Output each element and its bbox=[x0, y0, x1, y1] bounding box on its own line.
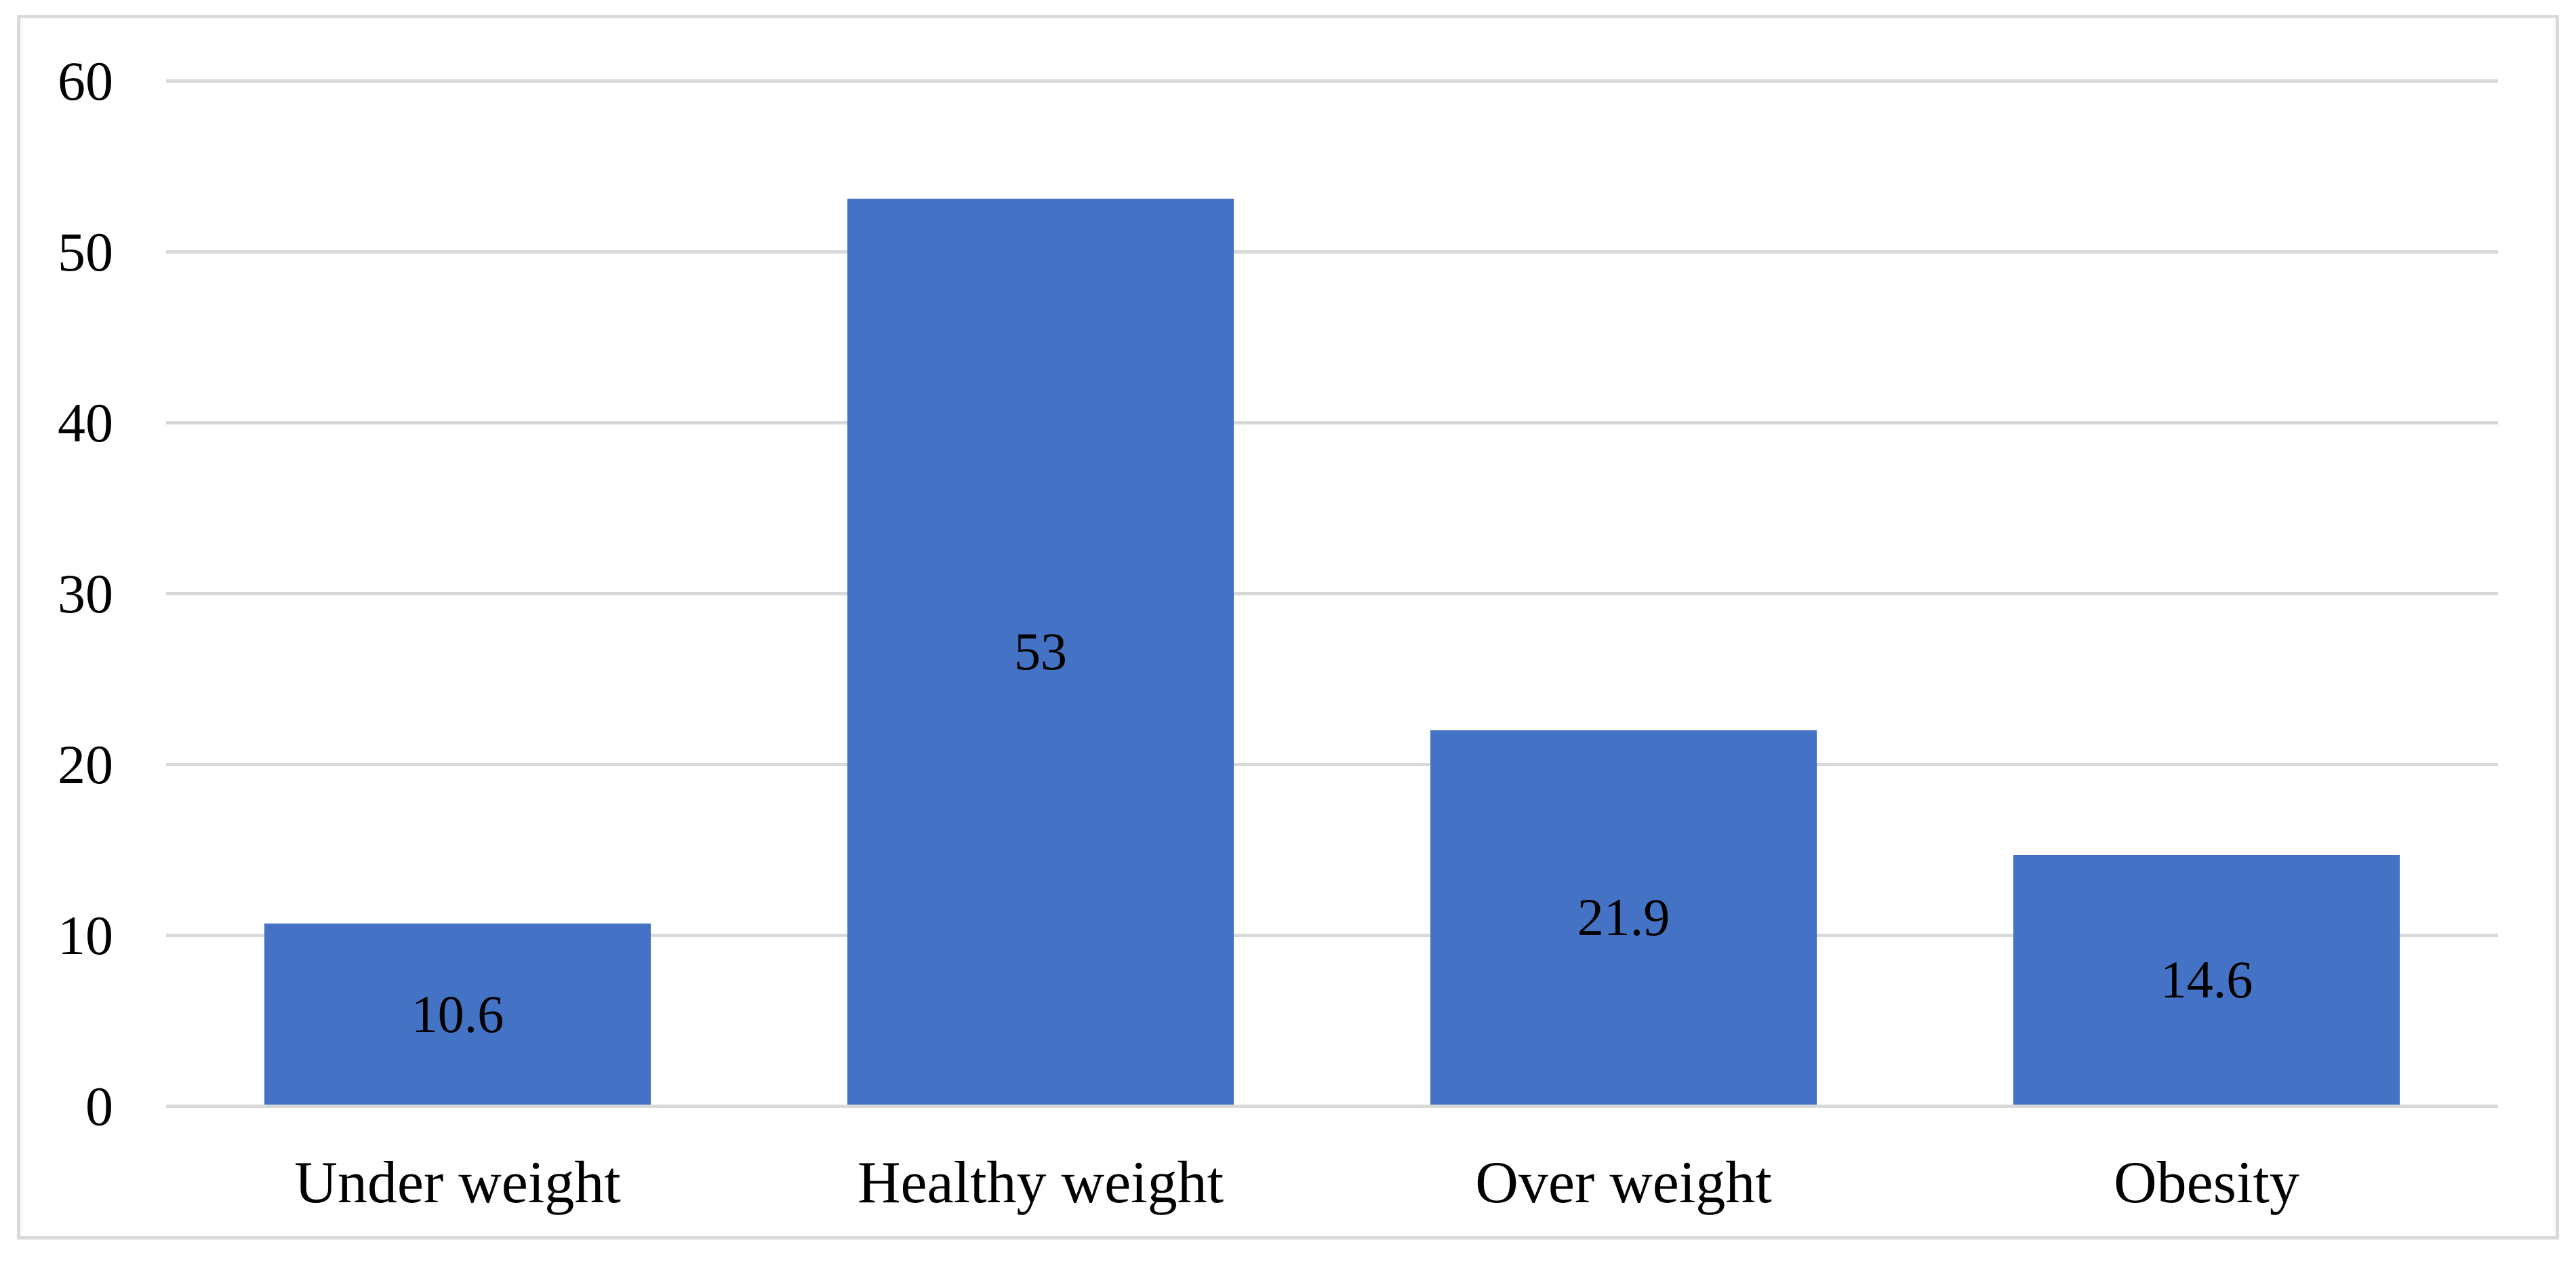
data-label-over-weight: 21.9 bbox=[1577, 888, 1670, 947]
bar-over-weight bbox=[1430, 730, 1817, 1105]
y-tick-label-40: 40 bbox=[58, 391, 113, 454]
y-tick-label-20: 20 bbox=[58, 733, 113, 795]
y-tick-label-60: 60 bbox=[58, 49, 113, 112]
gridline-0 bbox=[166, 1105, 2498, 1108]
bar-healthy-weight bbox=[847, 199, 1234, 1105]
x-tick-label-obesity: Obesity bbox=[2114, 1150, 2299, 1216]
x-tick-label-over-weight: Over weight bbox=[1475, 1150, 1772, 1216]
gridline-30 bbox=[166, 592, 2498, 595]
bar-under-weight bbox=[264, 924, 651, 1105]
gridline-40 bbox=[166, 421, 2498, 424]
data-label-under-weight: 10.6 bbox=[411, 984, 504, 1044]
y-tick-label-50: 50 bbox=[58, 220, 113, 283]
gridline-20 bbox=[166, 763, 2498, 766]
data-label-healthy-weight: 53 bbox=[1014, 622, 1067, 681]
data-label-obesity: 14.6 bbox=[2160, 950, 2253, 1009]
y-tick-label-30: 30 bbox=[58, 562, 113, 625]
bar-obesity bbox=[2013, 855, 2400, 1105]
x-tick-label-healthy-weight: Healthy weight bbox=[857, 1150, 1224, 1216]
gridline-50 bbox=[166, 250, 2498, 254]
x-tick-label-under-weight: Under weight bbox=[294, 1150, 621, 1216]
chart-frame: 0 10 20 30 40 50 60 10.6 53 21.9 14.6 Under weigh… bbox=[17, 15, 2559, 1240]
y-tick-label-0: 0 bbox=[85, 1075, 113, 1137]
y-tick-label-10: 10 bbox=[58, 904, 113, 966]
gridline-60 bbox=[166, 79, 2498, 83]
